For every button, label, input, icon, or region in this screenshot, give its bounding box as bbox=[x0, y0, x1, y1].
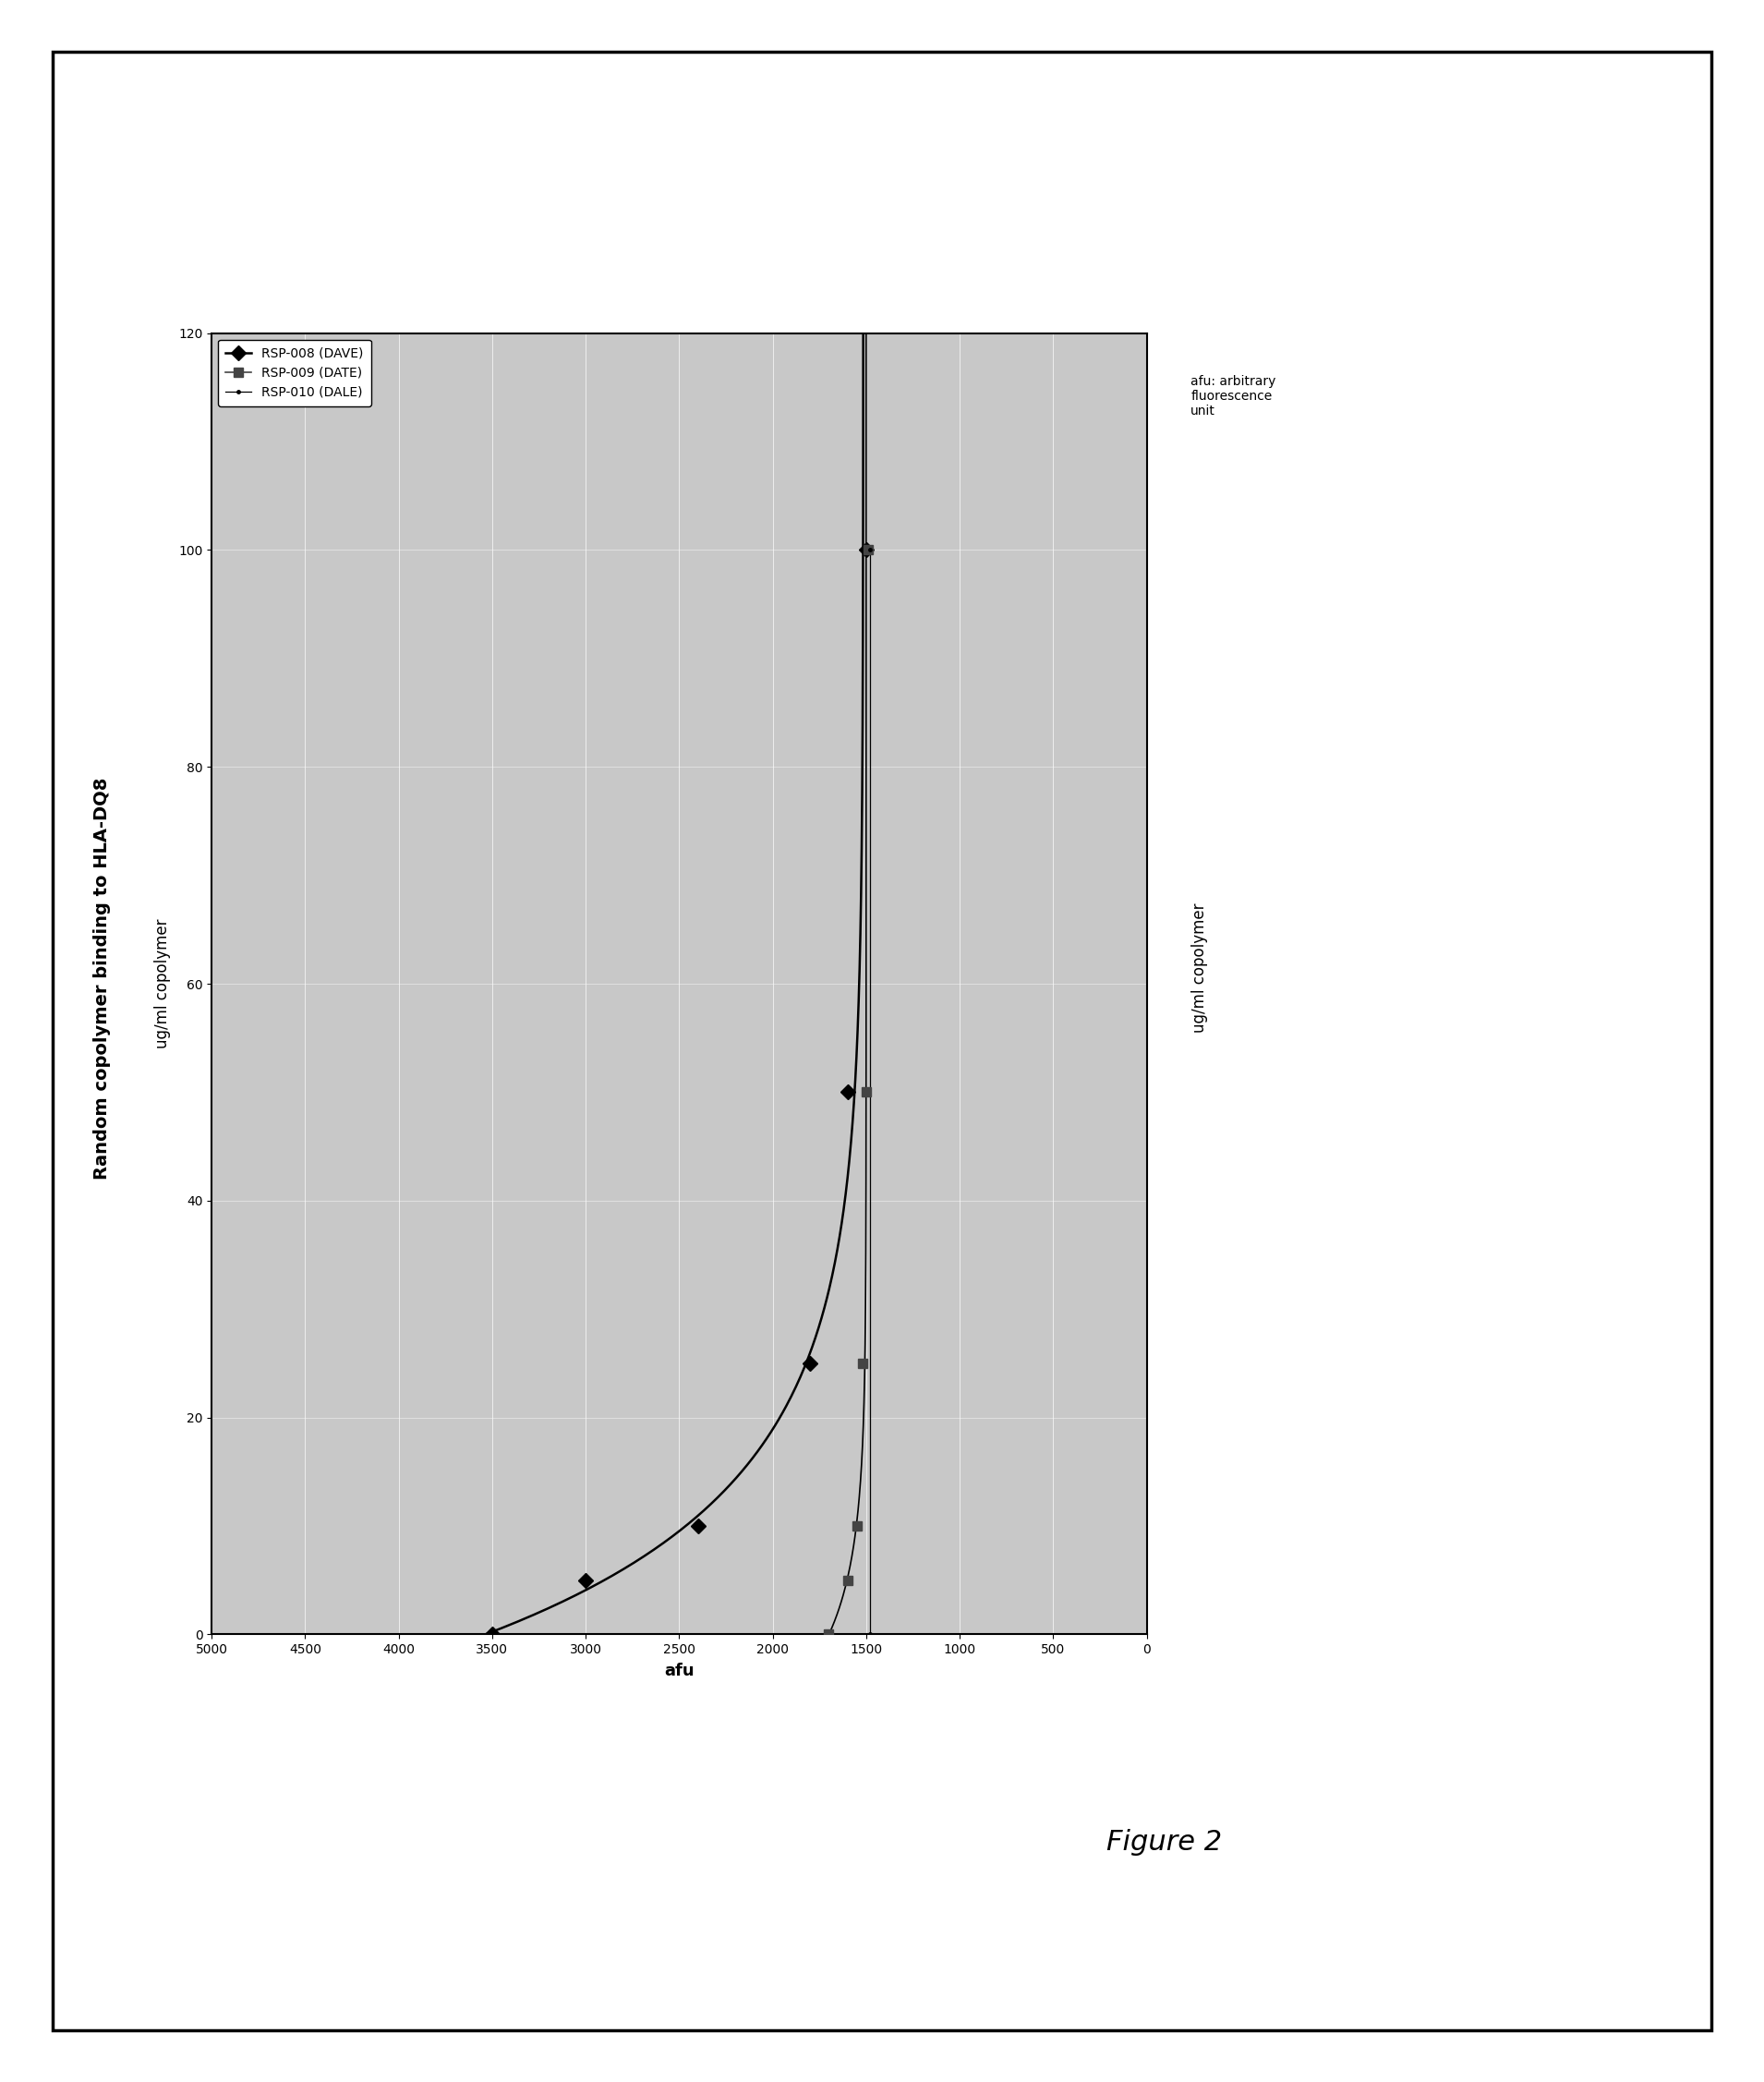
Text: afu: arbitrary
fluorescence
unit: afu: arbitrary fluorescence unit bbox=[1191, 375, 1275, 418]
Text: ug/ml copolymer: ug/ml copolymer bbox=[1191, 904, 1208, 1033]
Y-axis label: ug/ml copolymer: ug/ml copolymer bbox=[153, 918, 171, 1049]
Text: Random copolymer binding to HLA-DQ8: Random copolymer binding to HLA-DQ8 bbox=[93, 777, 111, 1180]
Text: Figure 2: Figure 2 bbox=[1106, 1830, 1222, 1855]
X-axis label: afu: afu bbox=[663, 1664, 695, 1680]
Legend: RSP-008 (DAVE), RSP-009 (DATE), RSP-010 (DALE): RSP-008 (DAVE), RSP-009 (DATE), RSP-010 … bbox=[219, 339, 372, 406]
FancyBboxPatch shape bbox=[53, 52, 1711, 2030]
